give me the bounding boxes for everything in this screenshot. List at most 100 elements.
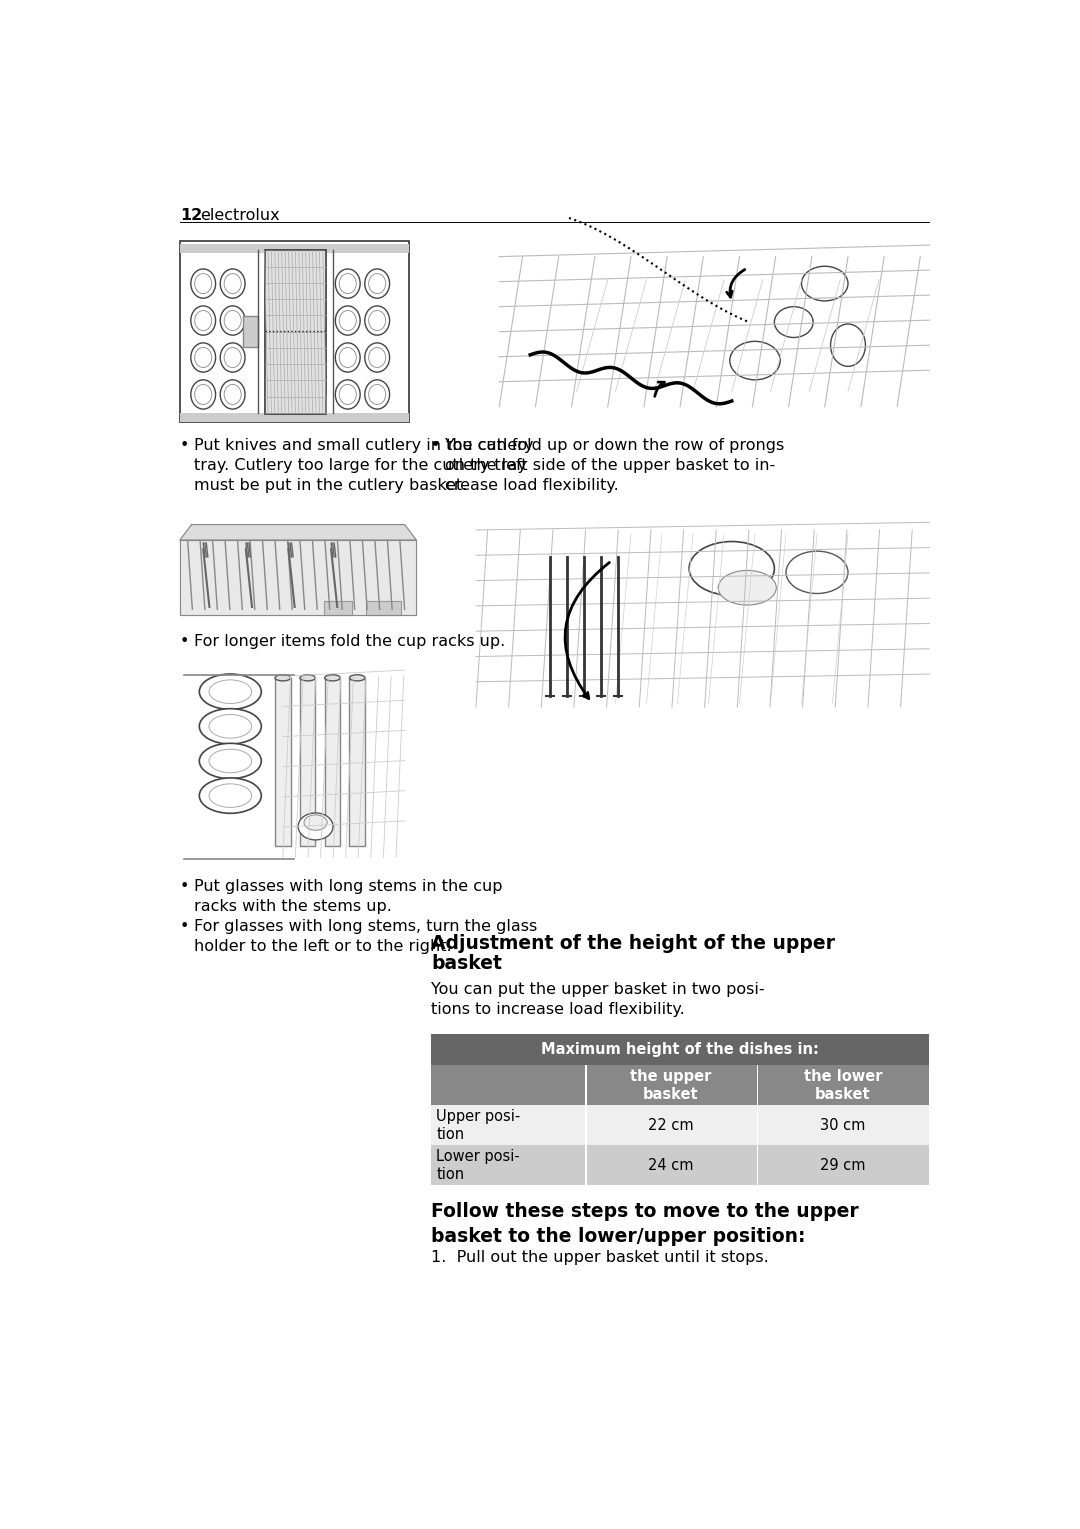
Ellipse shape	[365, 379, 390, 410]
Bar	[585, 1066, 586, 1105]
Bar	[585, 1066, 757, 1105]
Text: For glasses with long stems, turn the glass
holder to the left or to the right.: For glasses with long stems, turn the gl…	[194, 919, 537, 954]
Ellipse shape	[200, 743, 261, 778]
Ellipse shape	[689, 541, 774, 595]
Bar	[431, 1066, 585, 1105]
Text: 30 cm: 30 cm	[821, 1118, 866, 1133]
Ellipse shape	[718, 570, 777, 605]
Ellipse shape	[298, 813, 333, 839]
Ellipse shape	[210, 749, 252, 772]
Text: 12: 12	[180, 208, 202, 223]
Text: 22 cm: 22 cm	[648, 1118, 693, 1133]
Ellipse shape	[730, 341, 780, 379]
Bar	[275, 677, 291, 846]
Ellipse shape	[303, 815, 327, 830]
Ellipse shape	[220, 342, 245, 372]
Polygon shape	[180, 540, 416, 615]
Text: 24 cm: 24 cm	[648, 1157, 693, 1173]
Text: Put glasses with long stems in the cup
racks with the stems up.: Put glasses with long stems in the cup r…	[194, 879, 502, 914]
Ellipse shape	[368, 274, 386, 294]
Ellipse shape	[300, 674, 315, 680]
Ellipse shape	[200, 674, 261, 709]
Ellipse shape	[365, 269, 390, 298]
Text: •: •	[180, 879, 189, 894]
Text: •: •	[431, 437, 441, 453]
Bar	[265, 249, 326, 414]
Ellipse shape	[774, 307, 813, 338]
Ellipse shape	[368, 384, 386, 405]
Ellipse shape	[368, 347, 386, 367]
Bar	[757, 1066, 930, 1105]
Ellipse shape	[191, 306, 216, 335]
Ellipse shape	[365, 306, 390, 335]
Bar	[585, 1105, 586, 1145]
Text: •: •	[180, 437, 189, 453]
Ellipse shape	[335, 379, 360, 410]
Text: Follow these steps to move to the upper
basket to the lower/upper position:: Follow these steps to move to the upper …	[431, 1202, 859, 1246]
Bar	[366, 601, 401, 615]
Bar	[180, 413, 408, 422]
Ellipse shape	[339, 384, 356, 405]
Text: Upper posi-
tion: Upper posi- tion	[436, 1109, 521, 1142]
Text: Maximum height of the dishes in:: Maximum height of the dishes in:	[541, 1043, 819, 1057]
Bar	[180, 242, 408, 422]
Text: For longer items fold the cup racks up.: For longer items fold the cup racks up.	[194, 635, 505, 648]
Ellipse shape	[220, 306, 245, 335]
Ellipse shape	[225, 274, 241, 294]
Ellipse shape	[339, 347, 356, 367]
Ellipse shape	[220, 379, 245, 410]
Bar	[431, 1145, 585, 1185]
Bar	[757, 1145, 930, 1185]
Ellipse shape	[194, 310, 212, 330]
Ellipse shape	[194, 347, 212, 367]
Ellipse shape	[191, 269, 216, 298]
Ellipse shape	[200, 778, 261, 813]
Ellipse shape	[191, 379, 216, 410]
Bar	[300, 677, 315, 846]
Ellipse shape	[194, 274, 212, 294]
Ellipse shape	[335, 342, 360, 372]
Ellipse shape	[339, 310, 356, 330]
Ellipse shape	[335, 269, 360, 298]
Polygon shape	[180, 524, 416, 540]
Ellipse shape	[335, 306, 360, 335]
Ellipse shape	[350, 674, 365, 680]
Text: electrolux: electrolux	[200, 208, 280, 223]
Ellipse shape	[194, 384, 212, 405]
Text: Adjustment of the height of the upper: Adjustment of the height of the upper	[431, 934, 835, 953]
Ellipse shape	[210, 714, 252, 739]
Text: You can fold up or down the row of prongs
on the left side of the upper basket t: You can fold up or down the row of prong…	[445, 437, 784, 494]
Ellipse shape	[368, 310, 386, 330]
Bar	[757, 1145, 758, 1185]
Ellipse shape	[225, 384, 241, 405]
Ellipse shape	[191, 342, 216, 372]
Bar	[324, 601, 352, 615]
Text: Put knives and small cutlery in the cutlery
tray. Cutlery too large for the cutl: Put knives and small cutlery in the cutl…	[194, 437, 534, 494]
Bar	[265, 249, 326, 414]
Ellipse shape	[225, 347, 241, 367]
Bar	[585, 1105, 757, 1145]
Text: •: •	[180, 919, 189, 934]
Bar	[180, 243, 408, 252]
Bar	[585, 1145, 757, 1185]
Ellipse shape	[200, 708, 261, 745]
Ellipse shape	[365, 342, 390, 372]
Text: •: •	[180, 635, 189, 648]
Bar	[431, 1034, 930, 1066]
Ellipse shape	[210, 680, 252, 703]
Bar	[325, 677, 340, 846]
Text: 29 cm: 29 cm	[820, 1157, 866, 1173]
Ellipse shape	[275, 674, 291, 680]
Ellipse shape	[325, 674, 340, 680]
Ellipse shape	[339, 274, 356, 294]
Text: You can put the upper basket in two posi-
tions to increase load flexibility.: You can put the upper basket in two posi…	[431, 982, 765, 1017]
Ellipse shape	[210, 784, 252, 807]
Text: 1.  Pull out the upper basket until it stops.: 1. Pull out the upper basket until it st…	[431, 1249, 769, 1264]
Bar	[757, 1066, 758, 1105]
Ellipse shape	[220, 269, 245, 298]
Ellipse shape	[786, 550, 848, 593]
Bar	[243, 317, 258, 347]
Ellipse shape	[831, 324, 865, 367]
Text: the lower
basket: the lower basket	[804, 1069, 882, 1102]
Text: Lower posi-
tion: Lower posi- tion	[436, 1148, 521, 1182]
